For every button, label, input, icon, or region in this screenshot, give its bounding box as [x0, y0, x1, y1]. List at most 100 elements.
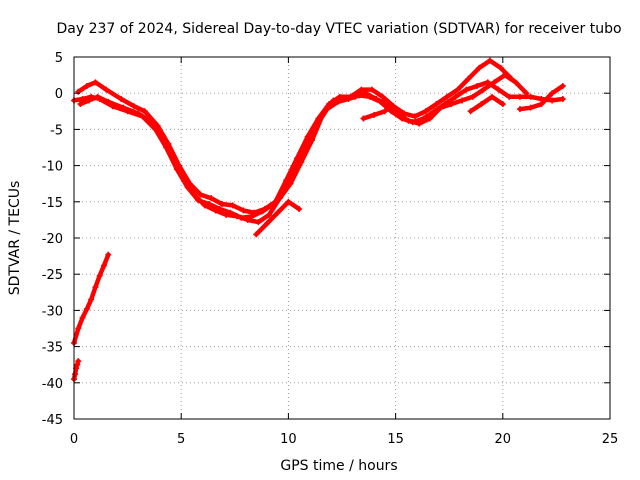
y-tick-label: -5: [50, 123, 63, 138]
data-point: [285, 198, 292, 205]
series-track-h: [71, 251, 112, 346]
data-point: [75, 325, 82, 332]
grid-lines: [74, 57, 610, 419]
data-point: [131, 103, 138, 110]
data-point: [495, 86, 502, 93]
data-point: [92, 79, 99, 86]
data-point: [351, 93, 358, 100]
data-point: [381, 108, 388, 115]
data-point: [527, 104, 534, 111]
data-point: [459, 97, 466, 104]
y-tick-label: -20: [42, 232, 63, 247]
y-tick-labels: 5 0 -5 -10 -15 -20 -25 -30 -35 -40 -45: [42, 51, 63, 428]
x-tick-labels: 0 5 10 15 20 25: [70, 432, 618, 447]
data-point: [379, 93, 386, 100]
data-point: [74, 361, 81, 368]
data-point: [96, 272, 103, 279]
data-point: [559, 95, 566, 102]
data-point: [135, 110, 142, 117]
data-point: [486, 57, 493, 64]
data-layer: [71, 57, 566, 383]
y-tick-label: -30: [42, 304, 63, 319]
data-point: [384, 101, 391, 108]
data-point: [240, 207, 247, 214]
series-track-i: [71, 358, 82, 383]
data-point: [180, 173, 187, 180]
data-point: [452, 93, 459, 100]
data-point: [191, 191, 198, 198]
y-axis-label: SDTVAR / TECUs: [7, 181, 23, 296]
series-track-f: [467, 93, 506, 115]
data-point: [105, 98, 112, 105]
data-point: [358, 86, 365, 93]
data-point: [83, 305, 90, 312]
data-point: [360, 115, 367, 122]
x-tick-label: 20: [495, 432, 512, 447]
data-point: [158, 133, 165, 140]
x-tick-label: 10: [280, 432, 297, 447]
y-tick-label: -35: [42, 341, 63, 356]
data-point: [255, 219, 262, 226]
y-tick-label: -40: [42, 377, 63, 392]
series-line: [71, 80, 566, 220]
x-tick-label: 0: [70, 432, 78, 447]
data-point: [467, 108, 474, 115]
data-point: [229, 202, 236, 209]
data-point: [92, 284, 99, 291]
data-point: [454, 86, 461, 93]
data-point: [261, 206, 268, 213]
data-point: [506, 93, 513, 100]
data-point: [491, 79, 498, 86]
data-point: [497, 64, 504, 71]
data-point: [263, 220, 270, 227]
data-point: [276, 195, 283, 202]
data-point: [148, 119, 155, 126]
y-tick-label: -10: [42, 160, 63, 175]
data-point: [489, 93, 496, 100]
data-point: [426, 115, 433, 122]
series-track-c: [77, 72, 530, 226]
series-track-g: [516, 82, 566, 113]
data-point: [169, 155, 176, 162]
x-tick-label: 5: [177, 432, 185, 447]
data-point: [394, 110, 401, 117]
data-point: [463, 86, 470, 93]
data-point: [369, 86, 376, 93]
data-point: [516, 106, 523, 113]
data-point: [527, 93, 534, 100]
data-point: [201, 202, 208, 209]
data-point: [208, 195, 215, 202]
data-point: [373, 95, 380, 102]
chart-title: Day 237 of 2024, Sidereal Day-to-day VTE…: [56, 21, 621, 37]
series-line: [468, 94, 506, 114]
data-point: [79, 314, 86, 321]
data-point: [476, 64, 483, 71]
data-point: [223, 211, 230, 218]
data-point: [197, 191, 204, 198]
data-point: [94, 93, 101, 100]
data-point: [319, 111, 326, 118]
data-point: [405, 117, 412, 124]
data-point: [437, 104, 444, 111]
data-point: [444, 93, 451, 100]
x-tick-label: 15: [387, 432, 404, 447]
data-point: [523, 90, 530, 97]
data-point: [549, 90, 556, 97]
tick-marks: [73, 56, 611, 420]
data-point: [86, 97, 93, 104]
series-track-a: [71, 79, 566, 221]
data-point: [283, 177, 290, 184]
data-point: [103, 86, 110, 93]
data-point: [75, 358, 82, 365]
data-point: [298, 158, 305, 165]
data-point: [218, 200, 225, 207]
series-line: [76, 58, 514, 215]
data-point: [266, 211, 273, 218]
data-point: [274, 209, 281, 216]
data-point: [538, 101, 545, 108]
x-axis-label: GPS time / hours: [280, 458, 397, 474]
data-point: [88, 296, 95, 303]
data-point: [141, 108, 148, 115]
data-point: [341, 95, 348, 102]
